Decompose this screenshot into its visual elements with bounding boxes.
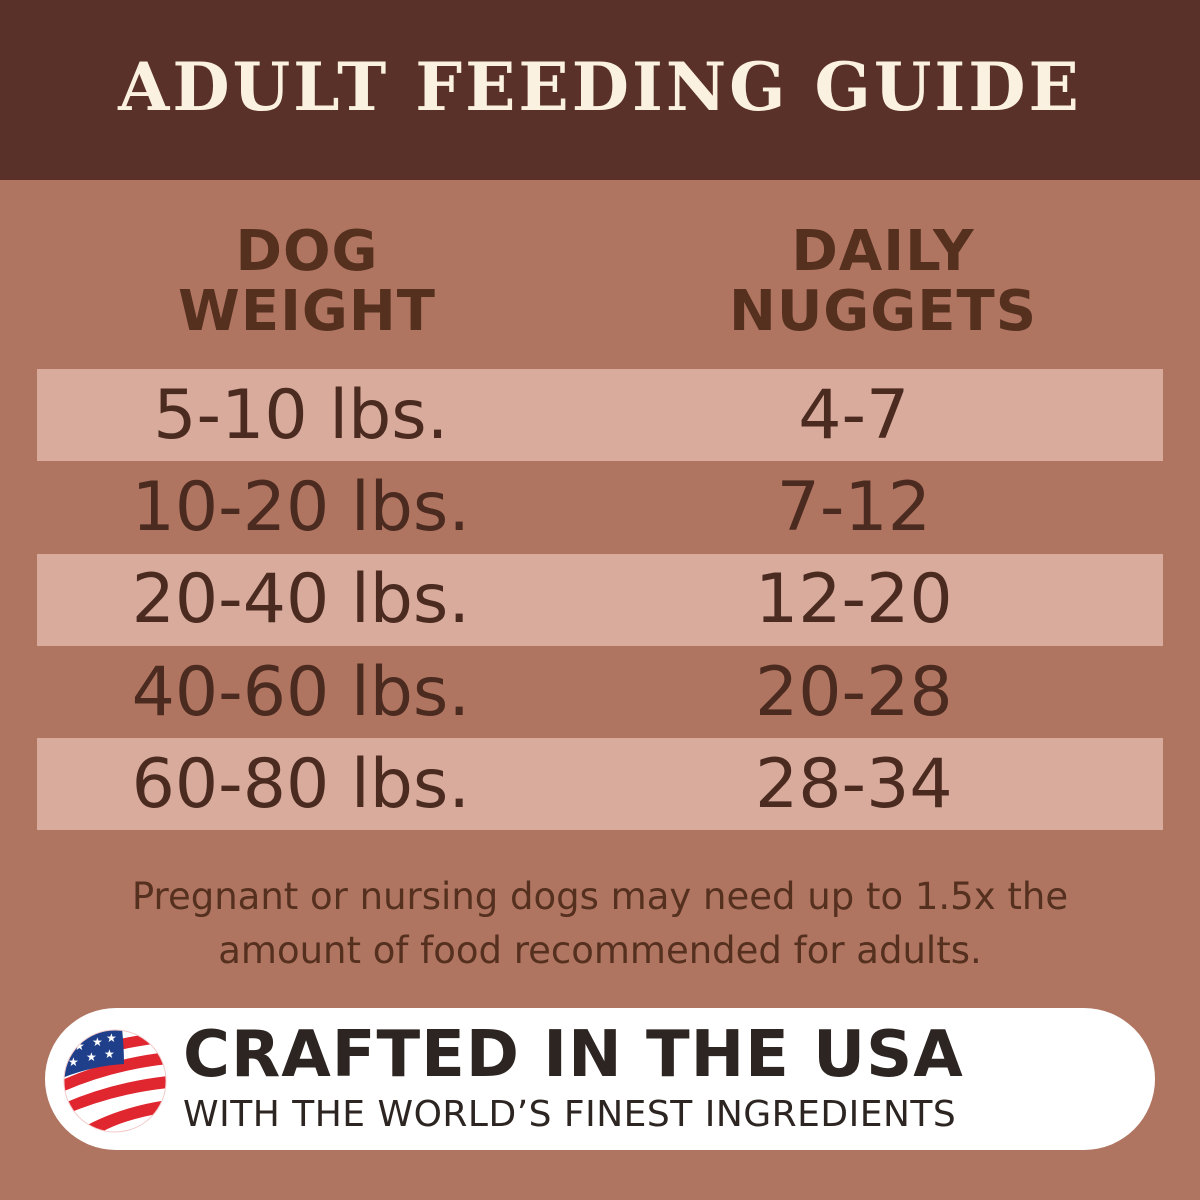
svg-text:★: ★: [86, 1050, 97, 1064]
weight-cell: 5-10 lbs.: [153, 375, 449, 455]
weight-cell: 40-60 lbs.: [131, 652, 470, 732]
svg-text:★: ★: [74, 1039, 85, 1053]
svg-text:★: ★: [106, 1031, 117, 1045]
table-row: 60-80 lbs. 28-34: [37, 738, 1163, 831]
made-in-usa-badge: [45, 1008, 1155, 1150]
column-header-line: DOG: [235, 219, 379, 284]
table-row: 20-40 lbs. 12-20: [37, 553, 1163, 646]
note-line: amount of food recommended for adults.: [218, 929, 982, 972]
table-row: 40-60 lbs. 20-28: [37, 646, 1163, 738]
table-row: 10-20 lbs. 7-12: [37, 461, 1163, 553]
column-header-daily-nuggets: DAILY NUGGETS: [633, 222, 1133, 342]
weight-cell: 60-80 lbs.: [131, 744, 470, 824]
nuggets-cell: 7-12: [776, 467, 931, 547]
badge-headline: CRAFTED IN THE USA: [183, 1018, 964, 1092]
svg-text:★: ★: [68, 1055, 79, 1069]
weight-cell: 10-20 lbs.: [131, 467, 470, 547]
feeding-table: 5-10 lbs. 4-7 10-20 lbs. 7-12 20-40 lbs. 12…: [37, 369, 1163, 831]
nuggets-cell: 28-34: [755, 744, 953, 824]
nuggets-cell: 12-20: [755, 560, 953, 640]
column-header-line: NUGGETS: [728, 279, 1038, 344]
us-flag-icon: ★ ★ ★ ★ ★ ★: [63, 1029, 167, 1133]
nuggets-cell: 4-7: [798, 375, 910, 455]
page-title: ADULT FEEDING GUIDE: [118, 48, 1082, 126]
table-row: 5-10 lbs. 4-7: [37, 369, 1163, 462]
column-header-line: WEIGHT: [178, 279, 436, 344]
column-header-line: DAILY: [791, 219, 975, 284]
badge-subline: WITH THE WORLD’S FINEST INGREDIENTS: [183, 1094, 957, 1135]
column-header-dog-weight: DOG WEIGHT: [57, 222, 557, 342]
svg-text:★: ★: [104, 1047, 115, 1061]
weight-cell: 20-40 lbs.: [131, 560, 470, 640]
feeding-note: Pregnant or nursing dogs may need up to …: [60, 870, 1140, 978]
header-banner: ADULT FEEDING GUIDE: [0, 0, 1200, 180]
svg-text:★: ★: [92, 1035, 103, 1049]
note-line: Pregnant or nursing dogs may need up to …: [131, 875, 1069, 918]
nuggets-cell: 20-28: [755, 652, 953, 732]
